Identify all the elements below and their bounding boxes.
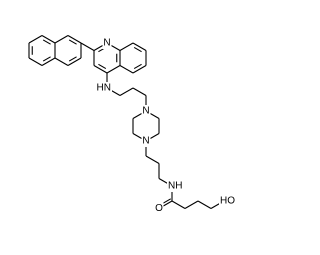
- label-bg: [141, 135, 151, 147]
- atom-label: HN: [97, 83, 111, 94]
- label-bg: [96, 82, 112, 94]
- bond: [54, 35, 69, 44]
- bond: [106, 65, 121, 74]
- atom-label: HO: [220, 196, 235, 207]
- label-bg: [141, 105, 151, 117]
- double-bond: [68, 39, 77, 45]
- atom-label: O: [155, 203, 163, 214]
- bond: [67, 57, 82, 66]
- bond: [80, 42, 95, 51]
- molecule-diagram: N HN N N NH O HO: [28, 35, 235, 215]
- label-bg: [219, 195, 235, 207]
- atom-label: N: [142, 106, 149, 117]
- label-bg: [102, 37, 112, 49]
- bond: [41, 57, 56, 66]
- double-bond: [68, 56, 77, 62]
- bond: [132, 65, 147, 74]
- bond: [197, 200, 212, 209]
- bond: [119, 65, 134, 74]
- double-bond: [42, 39, 51, 45]
- bond: [67, 35, 82, 44]
- bond: [41, 35, 56, 44]
- atom-label: N: [103, 38, 110, 49]
- label-bg: [167, 180, 183, 192]
- bond: [28, 57, 43, 66]
- bond: [119, 42, 134, 51]
- bond: [93, 65, 108, 74]
- double-bond: [42, 56, 51, 62]
- bond: [132, 42, 147, 51]
- double-bond: [133, 63, 142, 70]
- label-bg: [154, 202, 164, 215]
- bond: [171, 200, 186, 209]
- double-bond: [98, 63, 107, 70]
- atom-label: N: [142, 136, 149, 147]
- bond: [28, 35, 43, 44]
- bond: [119, 87, 134, 96]
- bond: [54, 57, 69, 66]
- bond: [184, 200, 199, 209]
- atom-label: NH: [168, 181, 182, 192]
- bond: [145, 155, 160, 164]
- double-bond: [133, 46, 142, 53]
- bond: [132, 87, 147, 96]
